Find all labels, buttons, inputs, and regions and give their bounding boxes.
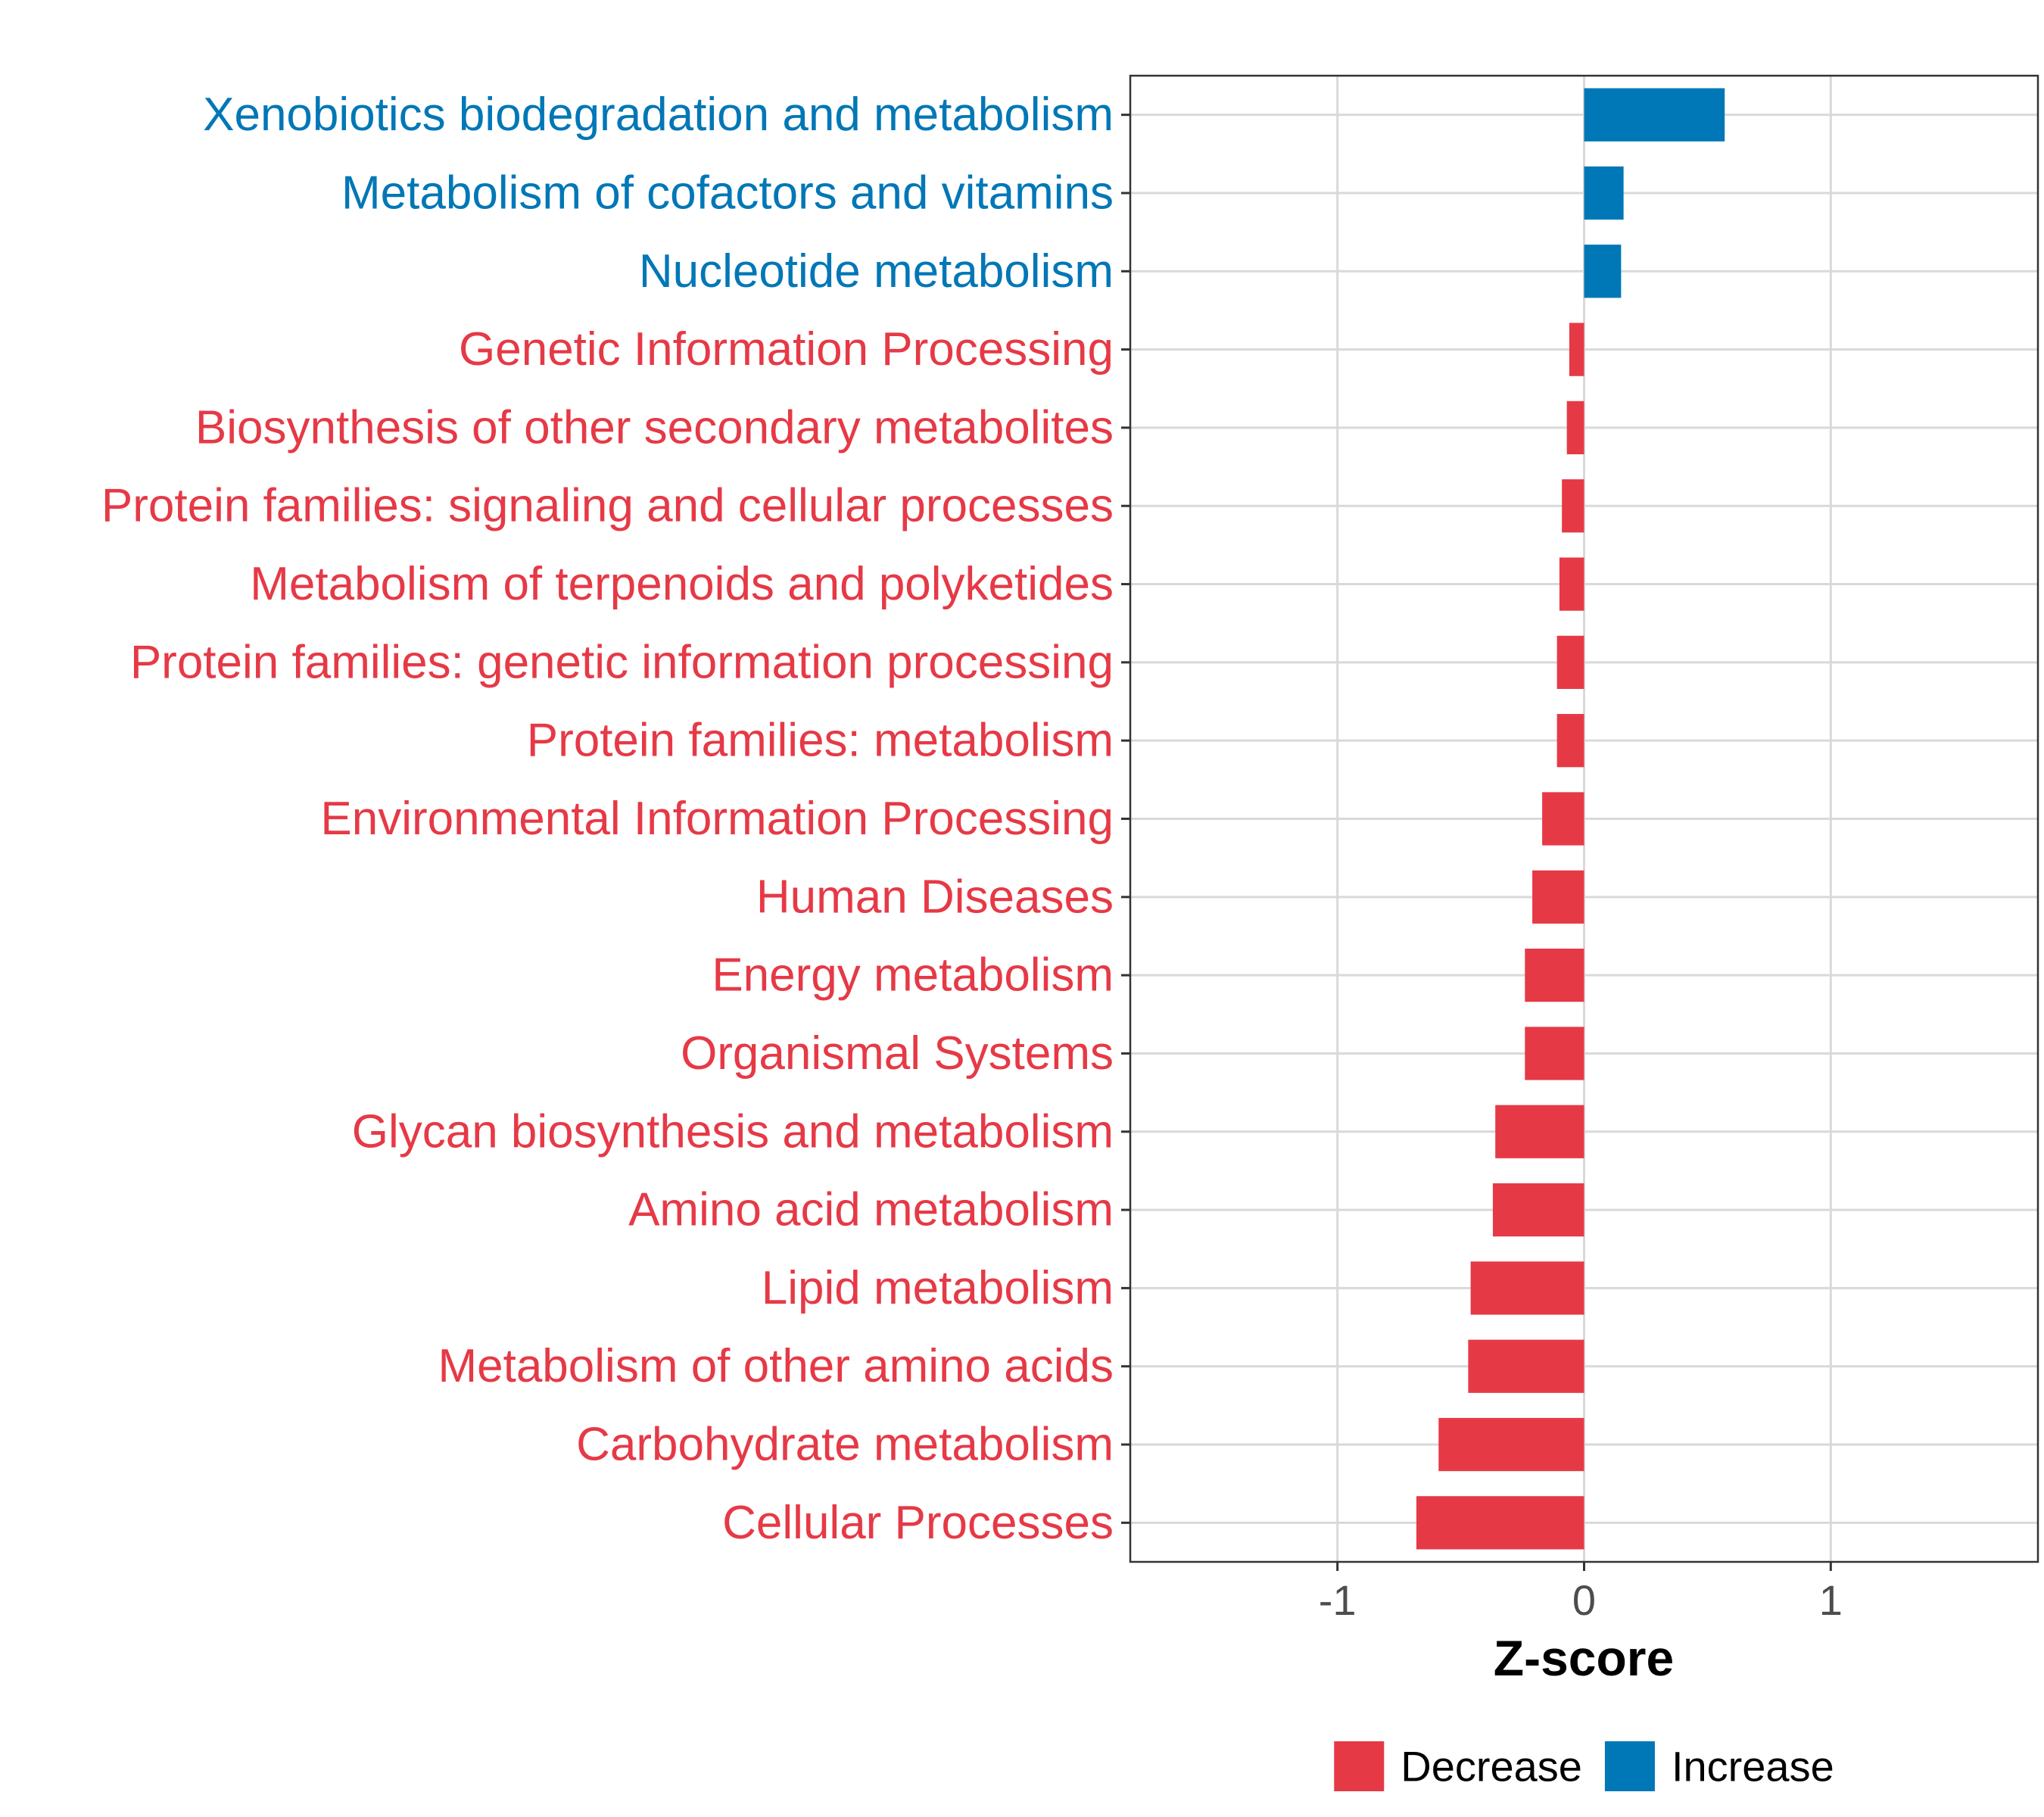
bar-decrease (1525, 949, 1584, 1002)
y-category-label: Metabolism of terpenoids and polyketides (250, 558, 1114, 610)
bar-decrease (1438, 1417, 1584, 1472)
bar-decrease (1416, 1496, 1584, 1550)
bar-decrease (1532, 870, 1584, 924)
y-category-label: Xenobiotics biodegradation and metabolis… (203, 89, 1114, 141)
y-category-label: Metabolism of cofactors and vitamins (341, 167, 1114, 219)
legend-label-increase: Increase (1672, 1743, 1834, 1791)
y-category-label: Protein families: signaling and cellular… (101, 480, 1114, 532)
y-category-label: Energy metabolism (712, 949, 1114, 1002)
x-axis-ticks: -1 0 1 (1319, 1562, 1843, 1624)
bar-increase (1584, 245, 1622, 298)
legend-swatch-increase (1604, 1741, 1655, 1791)
legend: Decrease Increase (1334, 1741, 1834, 1791)
bar-decrease (1569, 323, 1584, 376)
y-category-label: Lipid metabolism (762, 1262, 1114, 1314)
bar-increase (1584, 88, 1725, 142)
bar-decrease (1525, 1027, 1584, 1080)
y-category-label: Metabolism of other amino acids (438, 1340, 1114, 1392)
y-category-label: Human Diseases (756, 871, 1114, 923)
y-category-label: Biosynthesis of other secondary metaboli… (195, 401, 1114, 453)
bar-decrease (1492, 1183, 1584, 1237)
y-category-label: Amino acid metabolism (628, 1184, 1114, 1236)
bar-increase (1584, 166, 1624, 220)
x-axis-title: Z-score (1494, 1630, 1674, 1686)
bar-decrease (1470, 1261, 1584, 1315)
x-tick-label: 0 (1572, 1576, 1596, 1624)
x-tick-label: 1 (1819, 1576, 1843, 1624)
bar-decrease (1566, 400, 1584, 455)
bars (1416, 88, 1725, 1550)
y-category-label: Organismal Systems (681, 1027, 1114, 1080)
bar-decrease (1562, 479, 1584, 533)
legend-swatch-decrease (1334, 1741, 1385, 1791)
bar-decrease (1468, 1339, 1584, 1393)
bar-decrease (1556, 635, 1584, 689)
y-category-label: Cellular Processes (722, 1497, 1114, 1549)
y-category-label: Genetic Information Processing (459, 323, 1114, 376)
y-category-label: Protein families: metabolism (527, 715, 1114, 767)
y-category-label: Nucleotide metabolism (639, 245, 1114, 298)
y-category-label: Protein families: genetic information pr… (130, 636, 1114, 688)
x-tick-label: -1 (1319, 1576, 1357, 1624)
bar-decrease (1542, 792, 1584, 846)
y-category-label: Carbohydrate metabolism (576, 1419, 1114, 1471)
legend-label-decrease: Decrease (1401, 1743, 1582, 1791)
y-axis-category-labels: Xenobiotics biodegradation and metabolis… (101, 89, 1114, 1549)
bar-decrease (1556, 714, 1584, 768)
y-category-label: Environmental Information Processing (320, 793, 1114, 845)
bar-decrease (1559, 557, 1584, 611)
bar-decrease (1495, 1105, 1584, 1158)
y-axis-ticks (1121, 114, 1130, 1524)
y-category-label: Glycan biosynthesis and metabolism (352, 1105, 1114, 1158)
